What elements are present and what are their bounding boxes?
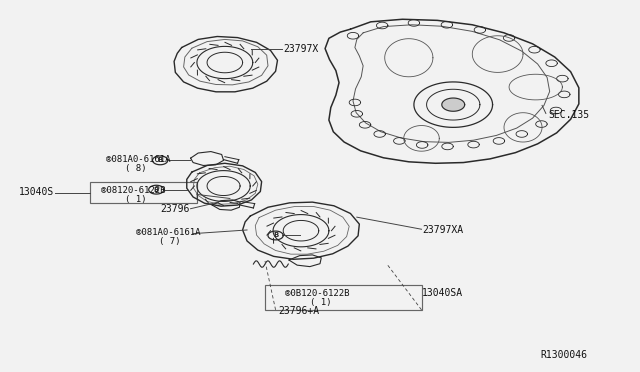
Text: ( 1): ( 1) (125, 195, 146, 204)
Text: ®081A0-6161A: ®081A0-6161A (136, 228, 200, 237)
Text: B: B (154, 187, 159, 193)
Text: 13040SA: 13040SA (422, 288, 463, 298)
Text: 23797X: 23797X (284, 44, 319, 54)
Text: 13040S: 13040S (19, 187, 54, 197)
Text: ( 8): ( 8) (125, 164, 146, 173)
Text: R1300046: R1300046 (541, 350, 588, 360)
Text: ®08120-6122B: ®08120-6122B (101, 186, 166, 195)
Text: B: B (273, 232, 278, 238)
Text: ®0B120-6122B: ®0B120-6122B (285, 289, 349, 298)
Text: ( 1): ( 1) (310, 298, 332, 307)
Text: ®081A0-6161A: ®081A0-6161A (106, 155, 171, 164)
Text: SEC.135: SEC.135 (548, 109, 589, 119)
Text: B: B (157, 157, 163, 163)
Bar (90, 182, 197, 203)
Text: ( 7): ( 7) (159, 237, 180, 246)
Bar (265, 285, 422, 310)
Polygon shape (442, 98, 465, 111)
Text: 23796+A: 23796+A (279, 306, 320, 316)
Text: 23797XA: 23797XA (423, 225, 464, 235)
Text: 23796: 23796 (160, 204, 189, 214)
